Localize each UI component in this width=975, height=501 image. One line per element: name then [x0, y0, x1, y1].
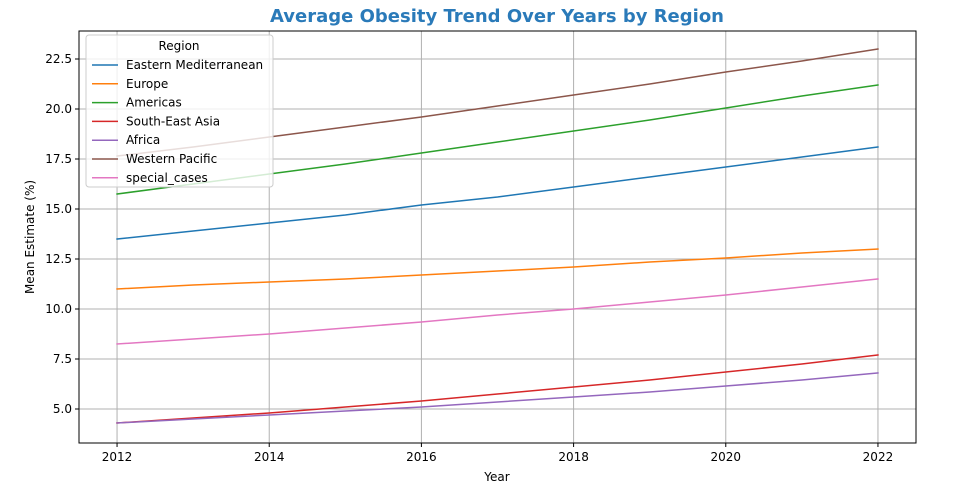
legend-label-americas: Americas: [126, 96, 182, 110]
x-axis-label: Year: [483, 470, 509, 484]
legend-label-western-pacific: Western Pacific: [126, 152, 217, 166]
x-tick-label: 2012: [102, 450, 133, 464]
series-layer: [116, 48, 879, 424]
y-tick-label: 10.0: [45, 302, 72, 316]
legend-label-eastern-mediterranean: Eastern Mediterranean: [126, 58, 263, 72]
series-line-special-cases: [116, 278, 879, 345]
y-tick-label: 12.5: [45, 252, 72, 266]
legend-title: Region: [158, 39, 199, 53]
legend-box: [85, 34, 274, 188]
legend-items: Eastern Mediterranean Europe Americas South…: [92, 58, 263, 185]
legend: Region Eastern Mediterranean Europe Americ…: [85, 34, 274, 188]
x-tick-label: 2022: [863, 450, 894, 464]
y-tick-label: 17.5: [45, 152, 72, 166]
series-line-eastern-mediterranean: [116, 146, 879, 240]
x-tick-label: 2018: [558, 450, 589, 464]
series-line-europe: [116, 248, 879, 290]
chart-title: Average Obesity Trend Over Years by Regi…: [270, 6, 724, 27]
y-tick-label: 22.5: [45, 52, 72, 66]
legend-label-special-cases: special_cases: [126, 171, 208, 185]
y-tick-label: 15.0: [45, 202, 72, 216]
x-tick-label: 2020: [710, 450, 741, 464]
legend-label-south-east-asia: South-East Asia: [126, 114, 220, 128]
x-tick-label: 2014: [254, 450, 285, 464]
series-line-africa: [116, 372, 879, 424]
y-tick-label: 5.0: [53, 402, 72, 416]
x-axis-ticks: 2012 2014 2016 2018 2020 2022: [102, 443, 893, 464]
series-line-south-east-asia: [116, 354, 879, 424]
plot-frame: [78, 30, 917, 444]
y-tick-label: 20.0: [45, 102, 72, 116]
x-tick-label: 2016: [406, 450, 437, 464]
legend-label-africa: Africa: [126, 133, 160, 147]
y-axis-label: Mean Estimate (%): [23, 180, 37, 294]
legend-label-europe: Europe: [126, 77, 168, 91]
grid-layer: [79, 31, 916, 443]
y-axis-ticks: 5.0 7.5 10.0 12.5 15.0 17.5 20.0 22.5: [45, 52, 79, 416]
y-tick-label: 7.5: [53, 352, 72, 366]
